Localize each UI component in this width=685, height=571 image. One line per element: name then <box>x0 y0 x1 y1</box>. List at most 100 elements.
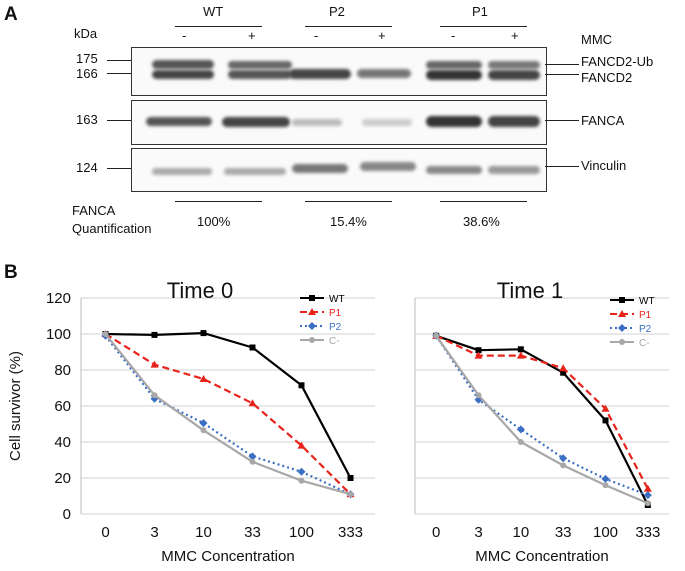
kda-label: kDa <box>74 26 98 41</box>
legend-label: P2 <box>329 322 342 333</box>
data-point <box>200 330 207 337</box>
y-tick-label: 100 <box>46 326 71 343</box>
legend-label: WT <box>329 294 345 305</box>
band <box>152 168 212 175</box>
legend-label: P1 <box>639 310 652 321</box>
series-line-p1 <box>104 333 352 495</box>
data-point <box>347 491 354 498</box>
data-point <box>516 425 525 434</box>
band-tick <box>545 64 579 65</box>
series-line-cneg <box>104 333 351 496</box>
legend-marker <box>308 322 316 330</box>
data-point <box>475 392 482 399</box>
data-point <box>560 462 567 469</box>
marker-175: 175 <box>76 51 98 66</box>
data-point <box>475 347 482 354</box>
x-axis-label: MMC Concentration <box>475 548 608 565</box>
band <box>362 119 412 126</box>
blot-fancd2 <box>131 47 547 96</box>
band-tick <box>545 120 579 121</box>
data-point <box>643 484 652 492</box>
quant-underline-p1 <box>440 201 527 202</box>
data-point <box>298 382 305 389</box>
band <box>426 166 482 174</box>
data-point <box>560 369 567 376</box>
band <box>152 70 214 79</box>
series-line-p2 <box>104 335 351 496</box>
data-point <box>248 399 257 407</box>
band <box>426 116 482 127</box>
marker-tick <box>107 168 131 169</box>
legend-label: P1 <box>329 308 342 319</box>
band <box>292 119 342 126</box>
panel-a-label: A <box>4 4 18 25</box>
x-tick-label: 333 <box>635 524 660 541</box>
group-label-p1: P1 <box>472 4 488 19</box>
x-tick-label: 10 <box>195 524 212 541</box>
legend-label: C- <box>639 338 650 349</box>
x-tick-label: 100 <box>593 524 618 541</box>
x-tick-label: 3 <box>474 524 482 541</box>
band <box>488 116 540 127</box>
data-point <box>151 331 158 338</box>
x-tick-label: 0 <box>432 524 440 541</box>
x-tick-label: 0 <box>101 524 109 541</box>
y-tick-label: 40 <box>54 434 71 451</box>
data-point <box>297 467 306 476</box>
band <box>228 70 292 79</box>
quant-value-p2: 15.4% <box>330 214 367 229</box>
lane-sign: - <box>314 28 319 43</box>
legend-marker <box>619 297 625 303</box>
group-label-p2: P2 <box>329 4 345 19</box>
data-point <box>644 500 651 507</box>
band <box>222 117 290 127</box>
band <box>488 70 540 80</box>
legend-marker <box>618 324 626 332</box>
series-line-p1 <box>435 334 649 490</box>
quant-underline-wt <box>175 201 262 202</box>
group-label-wt: WT <box>203 4 224 19</box>
group-underline-wt <box>175 26 262 27</box>
mmc-label: MMC <box>581 32 613 47</box>
band-label-fanca: FANCA <box>581 113 625 128</box>
band <box>146 117 212 126</box>
band <box>292 164 348 173</box>
series-line-cneg <box>435 335 649 505</box>
chart-title: Time 1 <box>497 278 563 303</box>
data-point <box>151 392 158 399</box>
lane-sign: + <box>378 28 386 43</box>
marker-124: 124 <box>76 160 98 175</box>
band <box>224 168 286 175</box>
band <box>360 162 416 171</box>
data-point <box>474 351 483 359</box>
x-tick-label: 3 <box>150 524 158 541</box>
data-point <box>102 331 109 337</box>
series-line-wt <box>105 332 352 479</box>
data-point <box>249 458 256 465</box>
lane-sign: + <box>511 28 519 43</box>
band <box>426 70 482 80</box>
blot-vinculin <box>131 148 547 192</box>
data-point <box>559 454 568 463</box>
marker-166: 166 <box>76 66 98 81</box>
x-tick-label: 33 <box>244 524 261 541</box>
data-point <box>601 474 610 483</box>
marker-tick <box>107 73 131 74</box>
chart-title: Time 0 <box>167 278 233 303</box>
series-line-p2 <box>435 335 649 497</box>
panel-b-label: B <box>4 262 18 283</box>
group-underline-p1 <box>440 26 527 27</box>
data-point <box>298 477 305 484</box>
data-point <box>517 439 524 445</box>
data-point <box>516 351 525 359</box>
marker-tick <box>107 60 131 61</box>
blot-fanca <box>131 100 547 145</box>
y-tick-label: 60 <box>54 398 71 415</box>
x-axis-label: MMC Concentration <box>161 548 294 565</box>
data-point <box>643 491 652 500</box>
band <box>426 61 482 69</box>
marker-163: 163 <box>76 112 98 127</box>
quant-value-wt: 100% <box>197 214 231 229</box>
x-tick-label: 100 <box>289 524 314 541</box>
